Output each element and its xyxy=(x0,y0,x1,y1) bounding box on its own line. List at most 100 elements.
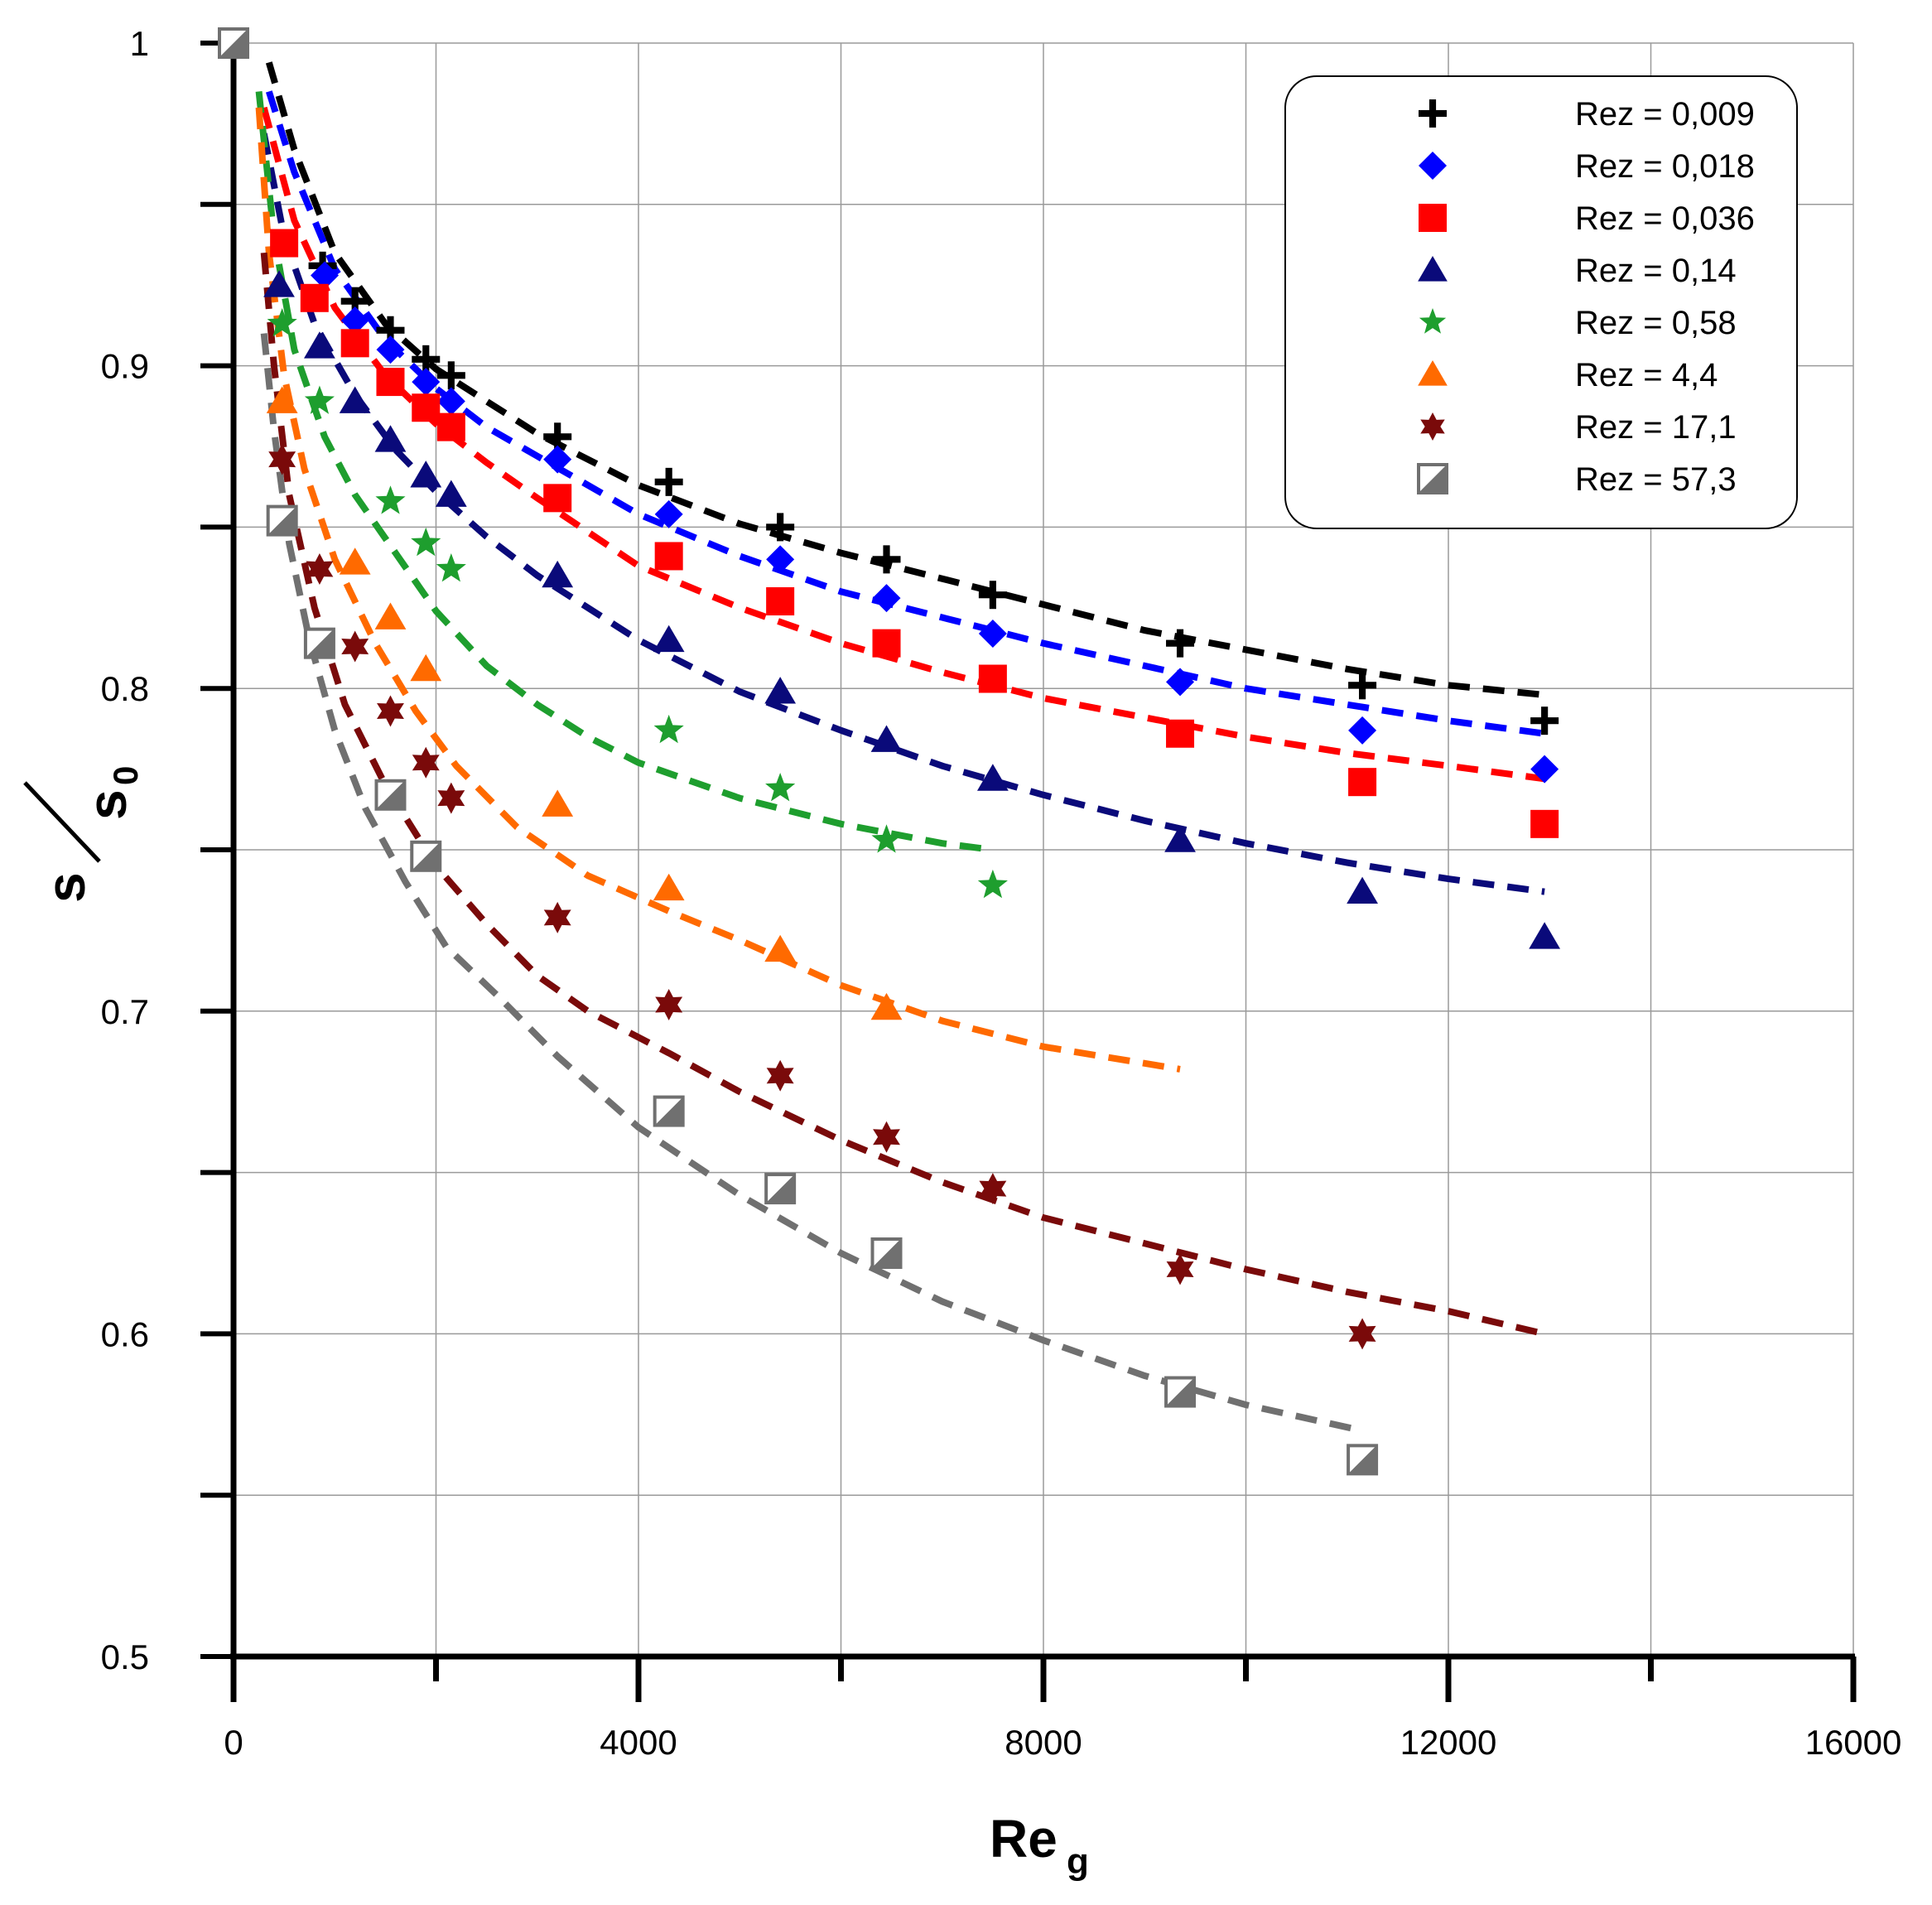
marker-star xyxy=(766,1059,794,1092)
marker-star xyxy=(977,869,1008,899)
marker-star xyxy=(765,772,796,802)
marker-triangle xyxy=(764,677,797,704)
marker-square xyxy=(436,412,465,441)
data-point xyxy=(300,283,329,312)
data-point xyxy=(341,630,369,663)
marker-square xyxy=(270,229,299,258)
y-axis-label-denominator: s xyxy=(76,789,137,820)
marker-star xyxy=(979,1173,1007,1205)
data-point xyxy=(306,553,334,586)
marker-plus-vertical xyxy=(1359,671,1366,700)
data-point xyxy=(1164,1376,1197,1408)
marker-triangle xyxy=(653,625,685,653)
legend-label: Rez = 0,036 xyxy=(1575,200,1755,237)
fit-line xyxy=(260,133,1545,895)
data-point xyxy=(764,1173,797,1205)
data-point xyxy=(1347,876,1378,904)
data-point xyxy=(978,619,1007,648)
marker-diamond xyxy=(1419,152,1447,180)
data-point xyxy=(412,746,440,779)
marker-square-half xyxy=(412,842,441,871)
data-point xyxy=(437,782,465,814)
marker-square xyxy=(1348,768,1377,797)
data-point xyxy=(304,331,335,359)
data-point xyxy=(374,602,407,629)
data-point xyxy=(376,368,405,397)
data-point xyxy=(436,361,465,390)
marker-plus-vertical xyxy=(777,513,784,542)
y-tick-label: 0.8 xyxy=(101,669,149,708)
data-point xyxy=(303,627,335,659)
legend-label: Rez = 0,018 xyxy=(1575,148,1755,185)
data-point xyxy=(1530,809,1559,838)
data-point xyxy=(978,664,1007,693)
marker-star xyxy=(437,782,465,814)
x-tick-label: 12000 xyxy=(1400,1723,1497,1762)
marker-triangle xyxy=(410,461,442,488)
data-point xyxy=(266,504,298,537)
data-point xyxy=(1530,707,1559,735)
marker-square-half xyxy=(1166,1377,1195,1406)
fit-line xyxy=(260,333,1363,1435)
data-point xyxy=(653,1095,685,1127)
x-axis-label-main: Re xyxy=(990,1809,1058,1869)
data-point xyxy=(765,772,796,802)
marker-triangle xyxy=(1164,825,1196,852)
y-axis-label-subscript: 0 xyxy=(106,766,145,785)
marker-triangle xyxy=(374,602,407,629)
data-point xyxy=(873,1121,900,1153)
marker-diamond xyxy=(1530,755,1559,784)
marker-plus-vertical xyxy=(447,361,455,390)
marker-triangle xyxy=(870,992,903,1020)
legend-label: Rez = 0,58 xyxy=(1575,305,1737,341)
marker-triangle xyxy=(653,873,685,901)
data-point xyxy=(653,625,685,653)
data-point xyxy=(263,270,295,297)
marker-plus-vertical xyxy=(1541,707,1549,735)
marker-star xyxy=(304,385,335,414)
data-point xyxy=(410,840,442,872)
data-point xyxy=(304,385,335,414)
marker-square-half xyxy=(872,1239,901,1267)
marker-triangle xyxy=(870,725,903,752)
marker-diamond xyxy=(376,335,405,364)
marker-star xyxy=(412,746,440,779)
data-point xyxy=(543,901,571,933)
data-point xyxy=(977,869,1008,899)
marker-triangle xyxy=(435,480,467,507)
marker-square-half xyxy=(1348,1445,1377,1474)
x-tick-label: 8000 xyxy=(1005,1723,1082,1762)
data-point xyxy=(266,386,298,413)
axes xyxy=(200,40,1857,1702)
data-point xyxy=(655,989,683,1021)
marker-plus-vertical xyxy=(554,422,561,451)
data-point xyxy=(654,467,683,496)
data-point xyxy=(436,553,466,582)
marker-star xyxy=(411,527,441,557)
data-point xyxy=(1348,1318,1376,1350)
legend-marker xyxy=(1420,412,1445,441)
marker-star xyxy=(1419,308,1447,334)
tick-labels: 0 4000 8000 12000 16000 0.5 0.6 0.7 0.8 0.9 1 xyxy=(101,24,1902,1762)
y-tick-label: 0.7 xyxy=(101,992,149,1031)
marker-star xyxy=(873,1121,900,1153)
data-point xyxy=(270,229,299,258)
legend-marker xyxy=(1419,308,1447,334)
data-point xyxy=(872,629,901,658)
marker-star xyxy=(341,630,369,663)
data-point xyxy=(654,499,683,528)
marker-diamond xyxy=(1348,716,1377,745)
data-point xyxy=(376,335,405,364)
legend-marker xyxy=(1418,360,1448,386)
data-point xyxy=(410,653,442,682)
fit-line xyxy=(255,90,994,853)
data-point xyxy=(1347,1444,1379,1476)
data-point xyxy=(653,714,684,744)
data-point xyxy=(766,587,795,616)
data-point xyxy=(311,261,340,290)
data-point xyxy=(1348,768,1377,797)
marker-diamond xyxy=(872,584,901,613)
data-point xyxy=(412,345,441,374)
marker-diamond xyxy=(978,619,1007,648)
data-point xyxy=(1348,716,1377,745)
